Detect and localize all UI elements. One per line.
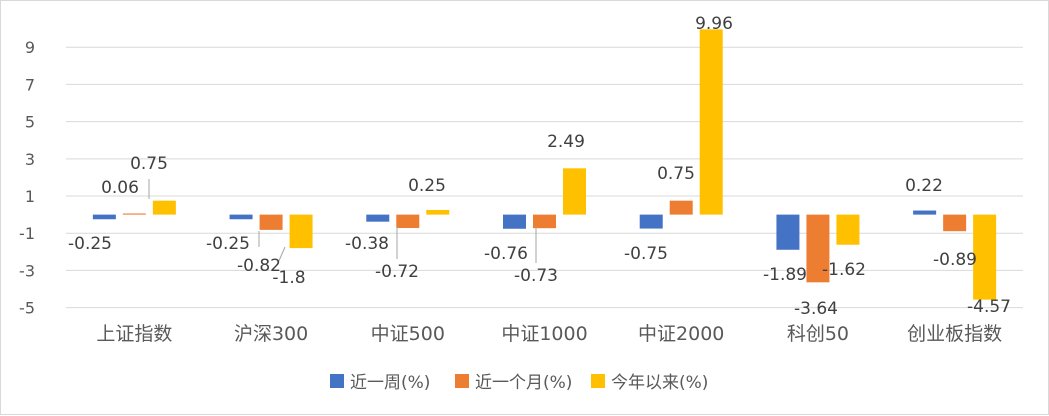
bar bbox=[396, 214, 420, 229]
data-label: 2.49 bbox=[547, 132, 585, 152]
legend-swatch bbox=[455, 374, 469, 388]
bar bbox=[503, 214, 526, 229]
data-label: -4.57 bbox=[967, 297, 1011, 317]
leader-line bbox=[277, 246, 286, 264]
gridlines bbox=[66, 46, 1023, 309]
bar bbox=[973, 214, 997, 300]
data-label: -0.25 bbox=[68, 234, 112, 254]
y-tick-label: 3 bbox=[25, 150, 35, 169]
legend-swatch bbox=[330, 374, 344, 388]
legend: 近一周(%) 近一个月(%) 今年以来(%) bbox=[330, 373, 708, 393]
x-category-label: 科创50 bbox=[787, 323, 849, 345]
y-tick-label: -1 bbox=[19, 224, 35, 243]
y-tick-label: 9 bbox=[25, 38, 35, 57]
x-category-label: 创业板指数 bbox=[907, 323, 1002, 345]
data-label: -0.82 bbox=[237, 256, 281, 276]
bar bbox=[669, 200, 693, 215]
data-label: 0.25 bbox=[408, 176, 446, 196]
x-category-label: 上证指数 bbox=[96, 323, 172, 345]
bars bbox=[92, 29, 997, 300]
legend-label: 今年以来(%) bbox=[611, 373, 708, 393]
legend-swatch bbox=[591, 374, 605, 388]
data-label: -1.8 bbox=[272, 268, 305, 288]
data-label: 9.96 bbox=[695, 14, 733, 34]
bar bbox=[639, 214, 663, 229]
bar bbox=[806, 214, 830, 283]
legend-label: 近一周(%) bbox=[350, 373, 430, 393]
data-label: -0.75 bbox=[624, 244, 668, 264]
bar bbox=[229, 214, 253, 220]
data-label: 0.75 bbox=[657, 164, 695, 184]
y-tick-label: -3 bbox=[19, 261, 35, 280]
data-label: -0.25 bbox=[206, 234, 250, 254]
bar bbox=[563, 168, 586, 215]
x-category-label: 中证2000 bbox=[638, 323, 724, 345]
data-label: -1.62 bbox=[822, 260, 866, 280]
bar bbox=[699, 29, 723, 215]
bar bbox=[259, 214, 283, 230]
bar bbox=[122, 213, 146, 215]
data-label: 0.22 bbox=[905, 176, 943, 196]
bar bbox=[836, 214, 860, 245]
legend-label: 近一个月(%) bbox=[475, 373, 572, 393]
data-label: 0.75 bbox=[130, 154, 168, 174]
bar bbox=[776, 214, 800, 250]
data-label: -1.89 bbox=[763, 265, 807, 285]
y-axis: 9 7 5 3 1 -1 -3 -5 bbox=[19, 38, 35, 317]
x-axis-categories: 上证指数 沪深300 中证500 中证1000 中证2000 科创50 创业板指数 bbox=[96, 323, 1002, 345]
x-category-label: 中证1000 bbox=[501, 323, 587, 345]
bar bbox=[152, 200, 176, 215]
x-category-label: 沪深300 bbox=[234, 323, 308, 345]
data-label: -0.72 bbox=[375, 262, 419, 282]
y-tick-label: 5 bbox=[25, 113, 35, 132]
bar bbox=[366, 214, 390, 222]
bar bbox=[92, 214, 116, 220]
x-category-label: 中证500 bbox=[371, 323, 445, 345]
data-label: -3.64 bbox=[794, 299, 838, 319]
y-tick-label: 1 bbox=[25, 187, 35, 206]
y-tick-label: -5 bbox=[19, 299, 35, 318]
y-tick-label: 7 bbox=[25, 75, 35, 94]
bar bbox=[913, 210, 937, 215]
data-label: 0.06 bbox=[101, 178, 139, 198]
bar bbox=[943, 214, 967, 232]
bar bbox=[533, 214, 556, 229]
bar bbox=[289, 214, 313, 249]
bar bbox=[426, 209, 450, 215]
data-labels: -0.25 -0.25 -0.38 -0.76 -0.75 -1.89 0.22 0.06 -0… bbox=[68, 14, 1011, 319]
label-leader-lines bbox=[148, 179, 537, 264]
data-label: -0.76 bbox=[484, 244, 528, 264]
data-label: -0.89 bbox=[933, 250, 977, 270]
data-label: -0.73 bbox=[514, 266, 558, 286]
data-label: -0.38 bbox=[345, 234, 389, 254]
